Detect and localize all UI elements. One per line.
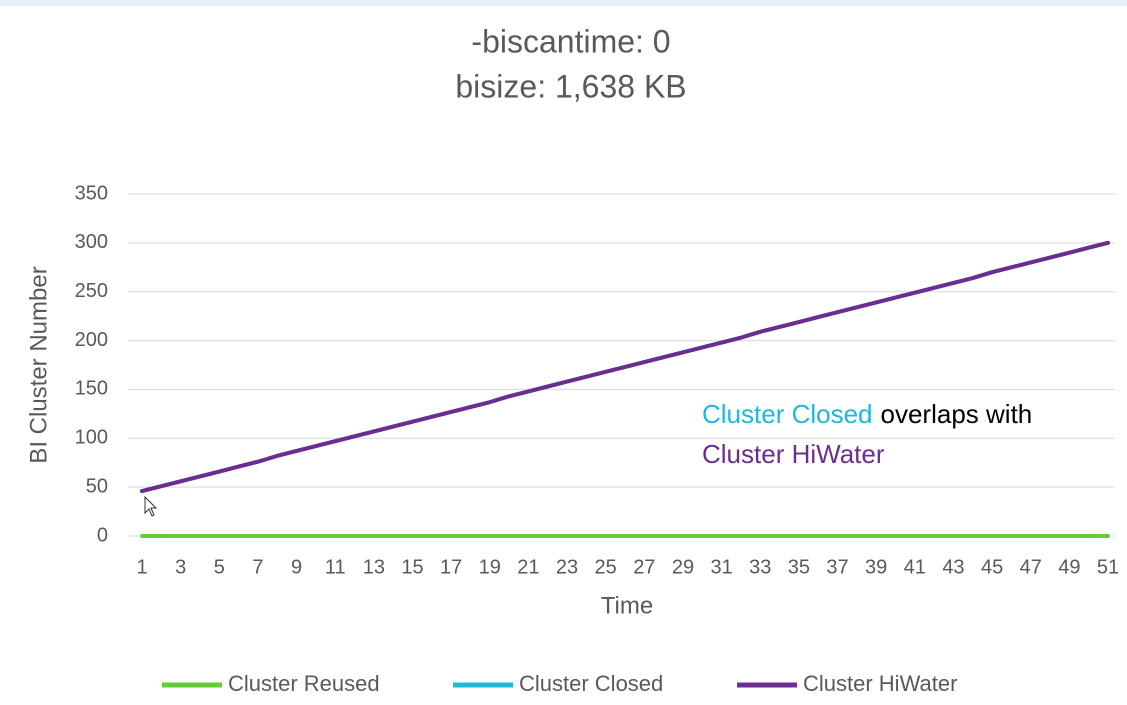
x-tick-label: 45 [981, 556, 1003, 578]
x-tick-label: 13 [363, 556, 385, 578]
annotation-part: overlaps with [881, 399, 1033, 429]
top-strip [0, 0, 1127, 6]
x-tick-label: 5 [214, 556, 225, 578]
x-tick-label: 33 [749, 556, 771, 578]
x-tick-label: 15 [401, 556, 423, 578]
x-tick-label: 11 [325, 556, 346, 578]
y-tick-label: 300 [75, 231, 108, 253]
legend-label: Cluster Reused [228, 671, 380, 696]
legend-label: Cluster HiWater [803, 671, 957, 696]
y-tick-label: 250 [75, 280, 108, 302]
x-tick-label: 43 [942, 556, 964, 578]
cursor [144, 495, 158, 517]
x-tick-label: 25 [595, 556, 617, 578]
y-tick-label: 100 [75, 427, 108, 449]
x-tick-label: 35 [788, 556, 810, 578]
y-tick-label: 50 [86, 475, 108, 497]
y-tick-label: 350 [75, 182, 108, 204]
chart-title: -biscantime: 0 [471, 23, 670, 59]
x-tick-label: 9 [291, 556, 302, 578]
x-tick-label: 23 [556, 556, 578, 578]
x-tick-label: 3 [175, 556, 186, 578]
x-tick-label: 39 [865, 556, 887, 578]
annotation: Cluster HiWater [702, 439, 885, 469]
chart-title: bisize: 1,638 KB [455, 68, 686, 104]
y-tick-label: 200 [75, 329, 108, 351]
x-tick-label: 47 [1020, 556, 1042, 578]
x-tick-label: 17 [440, 556, 462, 578]
x-tick-label: 31 [710, 556, 732, 578]
x-tick-label: 1 [136, 556, 147, 578]
x-tick-label: 7 [252, 556, 263, 578]
x-tick-label: 51 [1097, 556, 1119, 578]
y-tick-label: 0 [97, 524, 108, 546]
x-tick-label: 37 [826, 556, 848, 578]
x-tick-label: 41 [904, 556, 926, 578]
series-line [140, 240, 1110, 494]
x-tick-label: 49 [1058, 556, 1080, 578]
x-axis-label: Time [601, 592, 653, 619]
x-tick-label: 19 [479, 556, 501, 578]
annotation-part: Cluster Closed [702, 399, 873, 429]
y-axis-label: BI Cluster Number [25, 266, 52, 463]
y-tick-label: 150 [75, 378, 108, 400]
legend-label: Cluster Closed [519, 671, 663, 696]
x-tick-label: 27 [633, 556, 655, 578]
x-tick-label: 21 [517, 556, 539, 578]
x-tick-label: 29 [672, 556, 694, 578]
annotation: Cluster Closed overlaps with [702, 399, 1032, 429]
